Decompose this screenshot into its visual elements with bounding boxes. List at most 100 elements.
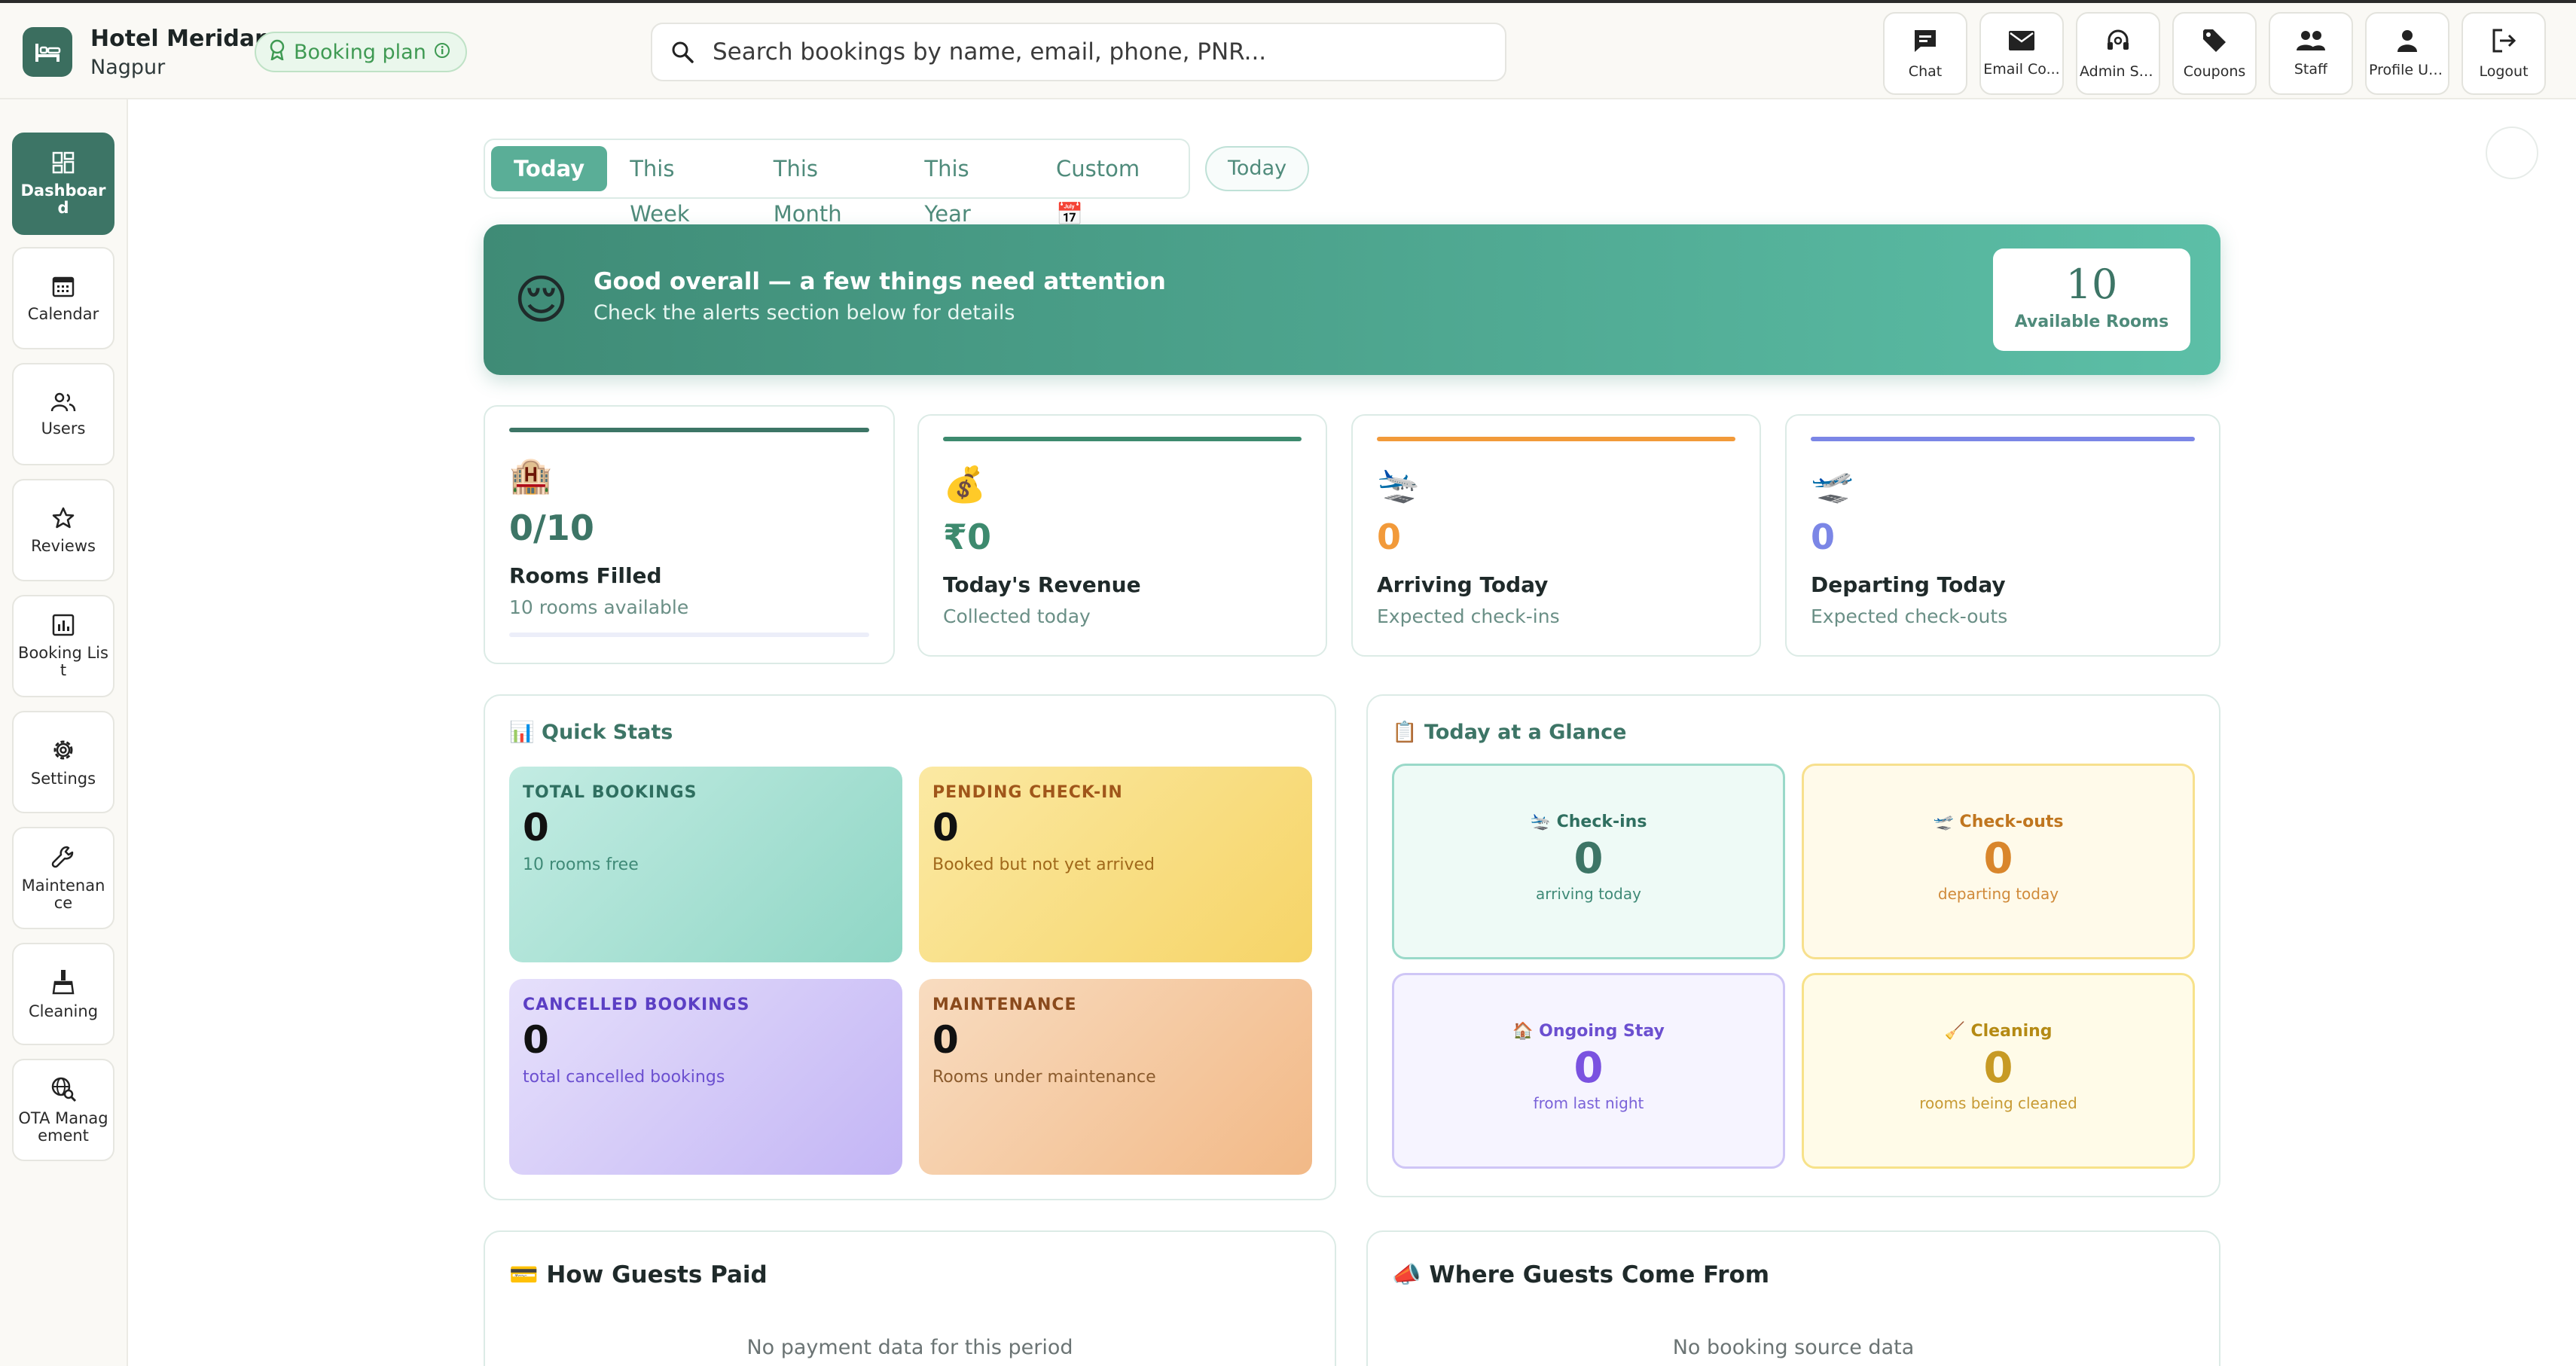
sidebar-item-calendar[interactable]: Calendar — [12, 247, 114, 349]
logout-button[interactable]: Logout — [2462, 12, 2546, 95]
top-actions: Chat Email Co... Admin Su... Coupons Sta… — [1883, 12, 2546, 95]
globe-search-icon — [50, 1075, 77, 1105]
banner-subtitle: Check the alerts section below for detai… — [594, 301, 1015, 325]
total-bookings-tile[interactable]: TOTAL BOOKINGS 0 10 rooms free — [509, 767, 902, 962]
ongoing-stay-tile[interactable]: 🏠 Ongoing Stay 0 from last night — [1392, 973, 1785, 1169]
headset-icon — [2104, 27, 2132, 57]
booking-plan-badge[interactable]: Booking plan — [255, 32, 467, 72]
rooms-filled-label: Rooms Filled — [509, 563, 662, 588]
sidebar-label-booking-list: Booking List — [18, 644, 108, 679]
tab-custom[interactable]: Custom 📅 — [1055, 156, 1140, 227]
sidebar-item-dashboard[interactable]: Dashboard — [12, 133, 114, 235]
users-icon — [50, 392, 76, 416]
arriving-card[interactable]: 🛬 0 Arriving Today Expected check-ins — [1351, 414, 1761, 657]
total-bookings-value: 0 — [523, 806, 549, 849]
sidebar-label-reviews: Reviews — [31, 536, 96, 555]
tab-this-week[interactable]: This Week — [630, 156, 690, 227]
sources-empty-state: No booking source data — [1672, 1336, 1915, 1359]
tab-this-year[interactable]: This Year — [924, 156, 971, 227]
checkouts-label: 🛫 Check-outs — [1933, 813, 2064, 831]
sidebar-item-maintenance[interactable]: Maintenance — [12, 827, 114, 929]
payment-empty-state: No payment data for this period — [746, 1336, 1073, 1359]
cleaning-label: 🧹 Cleaning — [1944, 1022, 2053, 1041]
profile-update-button[interactable]: Profile Up... — [2365, 12, 2449, 95]
checkins-tile[interactable]: 🛬 Check-ins 0 arriving today — [1392, 764, 1785, 959]
search-bar[interactable] — [651, 23, 1506, 81]
plane-arrival-icon: 🛬 — [1377, 464, 1421, 505]
hotel-icon: 🏨 — [509, 455, 553, 495]
booking-sources-panel: 📣 Where Guests Come From No booking sour… — [1366, 1230, 2220, 1366]
cleaning-desc: rooms being cleaned — [1919, 1094, 2077, 1112]
coupons-button[interactable]: Coupons — [2172, 12, 2257, 95]
email-config-label: Email Co... — [1983, 61, 2060, 78]
chat-label: Chat — [1908, 63, 1943, 80]
chat-icon — [1912, 27, 1939, 57]
accent-bar — [509, 428, 869, 432]
sidebar-item-users[interactable]: Users — [12, 363, 114, 465]
payment-methods-title: 💳 How Guests Paid — [509, 1261, 768, 1288]
corner-action-button[interactable] — [2486, 127, 2538, 179]
checkins-label: 🛬 Check-ins — [1530, 813, 1647, 831]
maintenance-label: MAINTENANCE — [932, 996, 1077, 1014]
arriving-value: 0 — [1377, 517, 1402, 557]
chat-button[interactable]: Chat — [1883, 12, 1967, 95]
departing-card[interactable]: 🛫 0 Departing Today Expected check-outs — [1785, 414, 2220, 657]
logout-label: Logout — [2479, 63, 2529, 80]
ongoing-stay-value: 0 — [1573, 1044, 1604, 1093]
mail-icon — [2007, 29, 2036, 55]
dashboard-icon — [51, 151, 75, 178]
sidebar-item-booking-list[interactable]: Booking List — [12, 595, 114, 697]
revenue-card[interactable]: 💰 ₹0 Today's Revenue Collected today — [917, 414, 1327, 657]
tag-icon — [2201, 27, 2228, 57]
top-bar: Hotel Meridan Nagpur Booking plan Chat — [0, 3, 2576, 99]
logout-icon — [2490, 27, 2517, 57]
ongoing-stay-label: 🏠 Ongoing Stay — [1512, 1022, 1665, 1041]
staff-button[interactable]: Staff — [2269, 12, 2353, 95]
selected-range-chip[interactable]: Today — [1205, 146, 1310, 191]
admin-support-label: Admin Su... — [2080, 63, 2156, 80]
total-bookings-desc: 10 rooms free — [523, 855, 639, 874]
sidebar-label-ota-management: OTA Management — [18, 1109, 108, 1145]
departing-label: Departing Today — [1811, 572, 2006, 597]
staff-label: Staff — [2294, 61, 2328, 78]
hotel-city: Nagpur — [90, 56, 166, 79]
sidebar-item-ota-management[interactable]: OTA Management — [12, 1059, 114, 1161]
booking-plan-label: Booking plan — [294, 40, 426, 64]
revenue-label: Today's Revenue — [943, 572, 1141, 597]
pending-checkin-tile[interactable]: PENDING CHECK-IN 0 Booked but not yet ar… — [919, 767, 1312, 962]
tab-this-month[interactable]: This Month — [773, 156, 842, 227]
relieved-face-icon: 😌 — [514, 269, 569, 331]
sidebar-label-settings: Settings — [30, 769, 96, 788]
rooms-filled-card[interactable]: 🏨 0/10 Rooms Filled 10 rooms available — [484, 405, 895, 664]
cleaning-tile[interactable]: 🧹 Cleaning 0 rooms being cleaned — [1802, 973, 2195, 1169]
health-banner: 😌 Good overall — a few things need atten… — [484, 224, 2220, 375]
profile-update-label: Profile Up... — [2369, 62, 2446, 78]
sidebar-item-settings[interactable]: Settings — [12, 711, 114, 813]
search-input[interactable] — [713, 38, 1481, 66]
today-at-a-glance-panel: 📋 Today at a Glance 🛬 Check-ins 0 arrivi… — [1366, 694, 2220, 1197]
sidebar-item-cleaning[interactable]: Cleaning — [12, 943, 114, 1045]
cancelled-bookings-desc: total cancelled bookings — [523, 1068, 725, 1087]
hotel-name: Hotel Meridan — [90, 26, 271, 52]
admin-support-button[interactable]: Admin Su... — [2076, 12, 2160, 95]
star-icon — [51, 506, 75, 533]
sidebar-label-maintenance: Maintenance — [21, 877, 105, 912]
rooms-filled-sub: 10 rooms available — [509, 596, 689, 618]
people-icon — [2296, 29, 2326, 55]
booking-sources-title: 📣 Where Guests Come From — [1392, 1261, 1770, 1288]
checkouts-tile[interactable]: 🛫 Check-outs 0 departing today — [1802, 764, 2195, 959]
coupons-label: Coupons — [2183, 63, 2246, 80]
available-rooms-label: Available Rooms — [2014, 313, 2169, 331]
tab-today[interactable]: Today — [491, 146, 608, 191]
accent-bar — [1811, 437, 2195, 441]
search-icon — [652, 40, 713, 64]
sidebar-item-reviews[interactable]: Reviews — [12, 479, 114, 581]
award-icon — [268, 39, 286, 66]
cancelled-bookings-tile[interactable]: CANCELLED BOOKINGS 0 total cancelled boo… — [509, 979, 902, 1175]
total-bookings-label: TOTAL BOOKINGS — [523, 783, 697, 802]
maintenance-tile[interactable]: MAINTENANCE 0 Rooms under maintenance — [919, 979, 1312, 1175]
sidebar-label-dashboard: Dashboard — [20, 181, 106, 217]
maintenance-value: 0 — [932, 1018, 959, 1062]
email-config-button[interactable]: Email Co... — [1979, 12, 2064, 95]
departing-value: 0 — [1811, 517, 1836, 557]
